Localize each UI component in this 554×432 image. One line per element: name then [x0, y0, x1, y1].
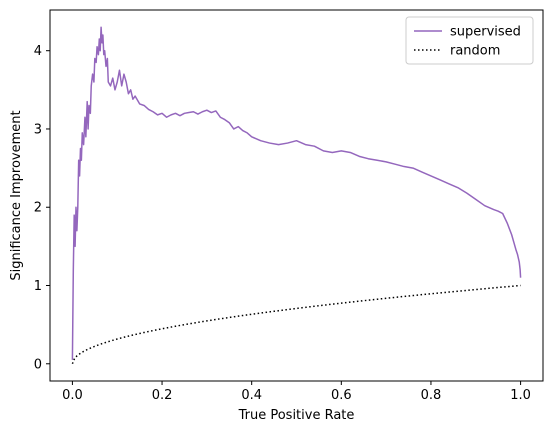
series-line-random [71, 284, 521, 365]
y-axis-ticks: 0 1 2 3 4 [34, 44, 50, 372]
x-tick-label: 0.2 [152, 388, 173, 403]
legend-label-random: random [450, 44, 500, 59]
series-layer [71, 26, 522, 365]
x-tick-label: 0.6 [331, 388, 352, 403]
y-tick-label: 0 [34, 357, 42, 372]
x-tick-label: 0.0 [62, 388, 83, 403]
x-tick-label: 1.0 [510, 388, 531, 403]
y-tick-label: 4 [34, 44, 42, 59]
x-axis-label: True Positive Rate [238, 408, 355, 423]
y-axis-label: Significance Improvement [9, 110, 24, 280]
legend: supervised random [405, 16, 534, 65]
legend-label-supervised: supervised [450, 25, 521, 40]
x-tick-label: 0.8 [421, 388, 442, 403]
series-line-supervised [71, 26, 522, 360]
y-tick-label: 1 [34, 279, 42, 294]
plot-frame [49, 9, 544, 382]
legend-box [405, 16, 534, 65]
y-tick-label: 3 [34, 122, 42, 137]
y-tick-label: 2 [34, 201, 42, 216]
x-axis-ticks: 0.0 0.2 0.4 0.6 0.8 1.0 [62, 381, 531, 403]
x-tick-label: 0.4 [241, 388, 262, 403]
